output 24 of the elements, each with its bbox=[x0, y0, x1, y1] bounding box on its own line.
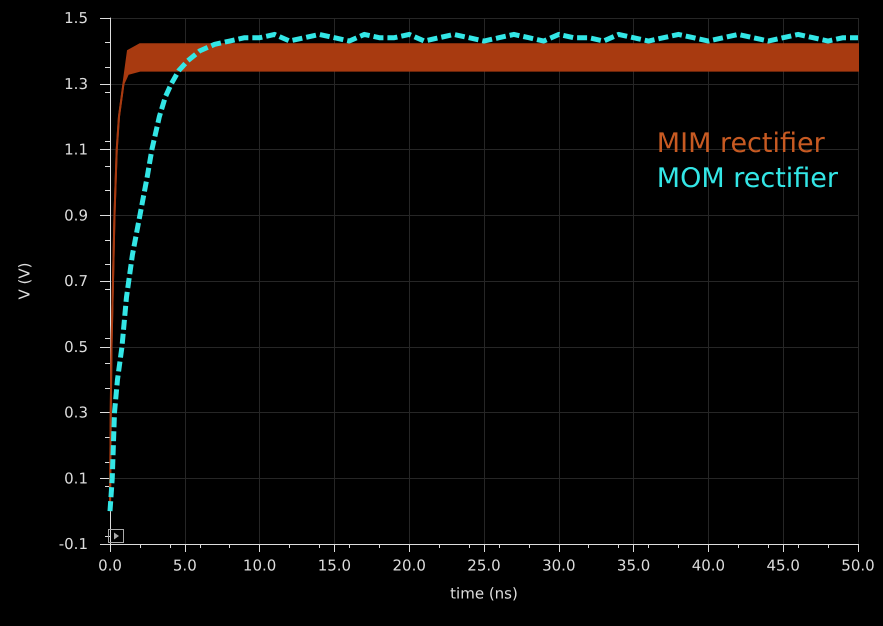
y-tick-label: 1.3 bbox=[64, 74, 88, 93]
y-axis-title: V (V) bbox=[16, 262, 34, 300]
text: MIM rectifier bbox=[656, 128, 826, 159]
y-tick-label: 0.1 bbox=[64, 469, 88, 488]
y-tick-label: 0.3 bbox=[64, 404, 88, 422]
x-axis-title: time (ns) bbox=[450, 584, 518, 602]
y-tick-label: 1.5 bbox=[64, 9, 88, 27]
x-tick-label: 15.0 bbox=[318, 556, 352, 574]
x-tick-label: 40.0 bbox=[692, 556, 726, 574]
y-tick-label: 0.5 bbox=[64, 338, 88, 356]
x-tick-label: 0.0 bbox=[98, 556, 122, 574]
x-tick-label: 45.0 bbox=[766, 556, 800, 574]
x-tick-label: 35.0 bbox=[616, 556, 650, 574]
text: MOM rectifier bbox=[656, 163, 839, 194]
y-tick-label: 0.7 bbox=[64, 272, 88, 290]
x-tick-label: 50.0 bbox=[841, 556, 875, 574]
y-tick-label: 1.1 bbox=[64, 140, 88, 158]
y-tick-label: -0.1 bbox=[58, 535, 88, 553]
y-tick-label: 0.9 bbox=[64, 206, 88, 224]
x-tick-label: 10.0 bbox=[242, 556, 276, 574]
x-tick-label: 25.0 bbox=[467, 556, 501, 574]
x-tick-label: 30.0 bbox=[542, 556, 576, 574]
x-tick-label: 5.0 bbox=[172, 556, 197, 574]
x-tick-label: 20.0 bbox=[392, 556, 426, 574]
